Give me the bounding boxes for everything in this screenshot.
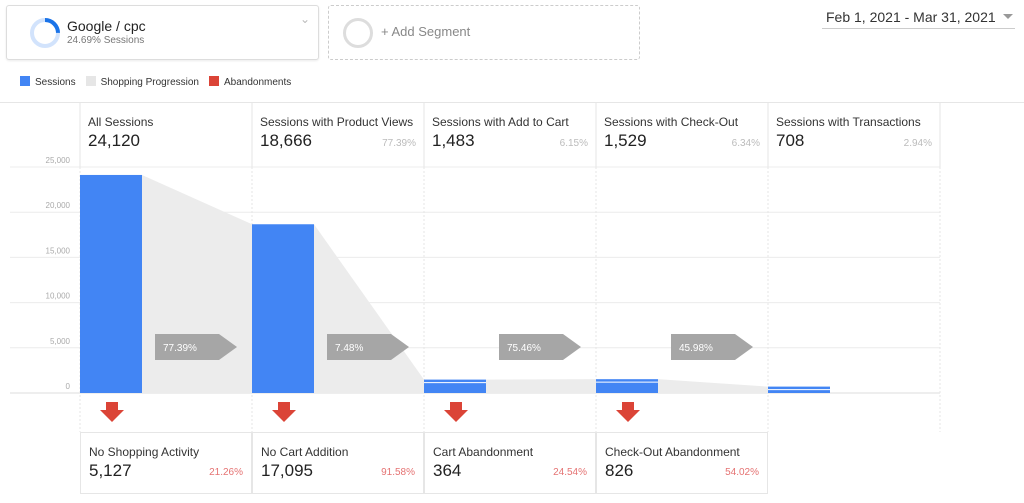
abandonment-cell: Cart Abandonment 364 24.54%	[424, 432, 596, 494]
y-tick-label: 15,000	[46, 246, 71, 255]
stage-value: 24,120	[88, 131, 140, 150]
stage-value: 1,529	[604, 131, 647, 150]
session-bar	[80, 174, 142, 393]
abandonment-percent: 54.02%	[725, 467, 759, 478]
progression-area	[658, 379, 768, 393]
stage-percent: 77.39%	[382, 138, 416, 149]
y-tick-label: 10,000	[46, 292, 71, 301]
stage-title: Sessions with Product Views	[260, 115, 414, 129]
y-tick-label: 0	[66, 382, 71, 391]
stage-title: Sessions with Transactions	[776, 115, 921, 129]
progression-arrow	[499, 334, 581, 360]
progression-area	[314, 224, 424, 393]
stage-percent: 6.15%	[559, 138, 588, 149]
segment-name: Google / cpc	[67, 18, 146, 34]
progression-arrow	[327, 334, 409, 360]
abandonment-percent: 24.54%	[553, 467, 587, 478]
y-tick-label: 25,000	[46, 156, 71, 165]
stage-value: 18,666	[260, 131, 312, 150]
abandonment-cell: No Cart Addition 17,095 91.58%	[252, 432, 424, 494]
abandonment-arrow-icon	[616, 402, 640, 422]
abandonment-title: No Shopping Activity	[89, 445, 200, 459]
date-range-text: Feb 1, 2021 - Mar 31, 2021	[826, 9, 996, 25]
session-bar	[768, 386, 830, 393]
stage-title: All Sessions	[88, 115, 154, 129]
abandonment-arrow-icon	[272, 402, 296, 422]
add-segment-label: + Add Segment	[381, 24, 471, 39]
stage-value: 708	[776, 131, 805, 150]
stage-title: Sessions with Add to Cart	[432, 115, 569, 129]
progression-rate: 75.46%	[507, 343, 541, 354]
session-bar	[596, 379, 658, 393]
divider	[0, 102, 1024, 103]
abandonment-value: 826	[605, 461, 634, 480]
y-tick-label: 20,000	[46, 201, 71, 210]
session-bar	[252, 224, 314, 393]
stage-header: Sessions with Transactions 708 2.94%	[768, 103, 940, 167]
abandonment-arrow-icon	[100, 402, 124, 422]
abandonment-percent: 21.26%	[209, 467, 243, 478]
abandonment-value: 364	[433, 461, 462, 480]
stage-header: Sessions with Check-Out 1,529 6.34%	[596, 103, 768, 167]
legend-label: Shopping Progression	[100, 77, 199, 88]
stage-percent: 6.34%	[731, 138, 760, 149]
legend-swatch	[20, 76, 30, 86]
caret-down-icon	[1003, 14, 1013, 19]
progression-area	[486, 379, 596, 393]
stage-percent: 2.94%	[903, 138, 932, 149]
legend-label: Abandonments	[223, 77, 292, 88]
date-range-picker[interactable]: Feb 1, 2021 - Mar 31, 2021	[822, 7, 1015, 29]
empty-ring-icon	[343, 18, 373, 48]
abandonment-title: No Cart Addition	[261, 445, 349, 459]
abandonment-arrow-icon	[444, 402, 468, 422]
legend-progression: Shopping Progression	[85, 76, 199, 88]
progression-rate: 77.39%	[163, 343, 197, 354]
y-tick-label: 5,000	[50, 337, 71, 346]
progression-rate: 45.98%	[679, 343, 713, 354]
abandonment-percent: 91.58%	[381, 467, 415, 478]
segment-card[interactable]: Google / cpc 24.69% Sessions ⌄	[6, 5, 319, 60]
legend: Sessions Shopping Progression Abandonmen…	[20, 76, 291, 88]
abandonment-title: Cart Abandonment	[433, 445, 534, 459]
stage-title: Sessions with Check-Out	[604, 115, 739, 129]
abandonment-title: Check-Out Abandonment	[605, 445, 740, 459]
progression-arrow	[671, 334, 753, 360]
segment-share: 24.69% Sessions	[67, 35, 145, 46]
abandonment-cell: Check-Out Abandonment 826 54.02%	[596, 432, 768, 494]
add-segment-button[interactable]: + Add Segment	[328, 5, 640, 60]
legend-sessions: Sessions	[20, 76, 76, 88]
stage-value: 1,483	[432, 131, 475, 150]
progression-rate: 7.48%	[335, 343, 363, 354]
chevron-down-icon[interactable]: ⌄	[299, 12, 310, 26]
abandonment-cell: No Shopping Activity 5,127 21.26%	[80, 432, 252, 494]
abandonment-value: 5,127	[89, 461, 132, 480]
progression-arrow	[155, 334, 237, 360]
legend-label: Sessions	[35, 77, 76, 88]
legend-abandonments: Abandonments	[208, 76, 292, 88]
session-bar	[424, 379, 486, 393]
segment-ring-icon	[30, 18, 60, 48]
legend-swatch	[85, 76, 96, 86]
stage-header: Sessions with Add to Cart 1,483 6.15%	[424, 103, 596, 167]
legend-swatch	[208, 76, 219, 86]
stage-header: All Sessions 24,120	[80, 103, 252, 167]
progression-area	[142, 174, 252, 393]
abandonment-value: 17,095	[261, 461, 313, 480]
stage-header: Sessions with Product Views 18,666 77.39%	[252, 103, 424, 167]
